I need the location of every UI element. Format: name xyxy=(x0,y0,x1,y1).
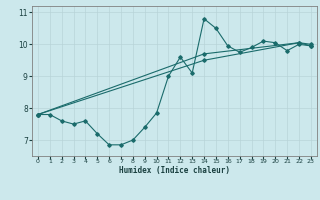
X-axis label: Humidex (Indice chaleur): Humidex (Indice chaleur) xyxy=(119,166,230,175)
